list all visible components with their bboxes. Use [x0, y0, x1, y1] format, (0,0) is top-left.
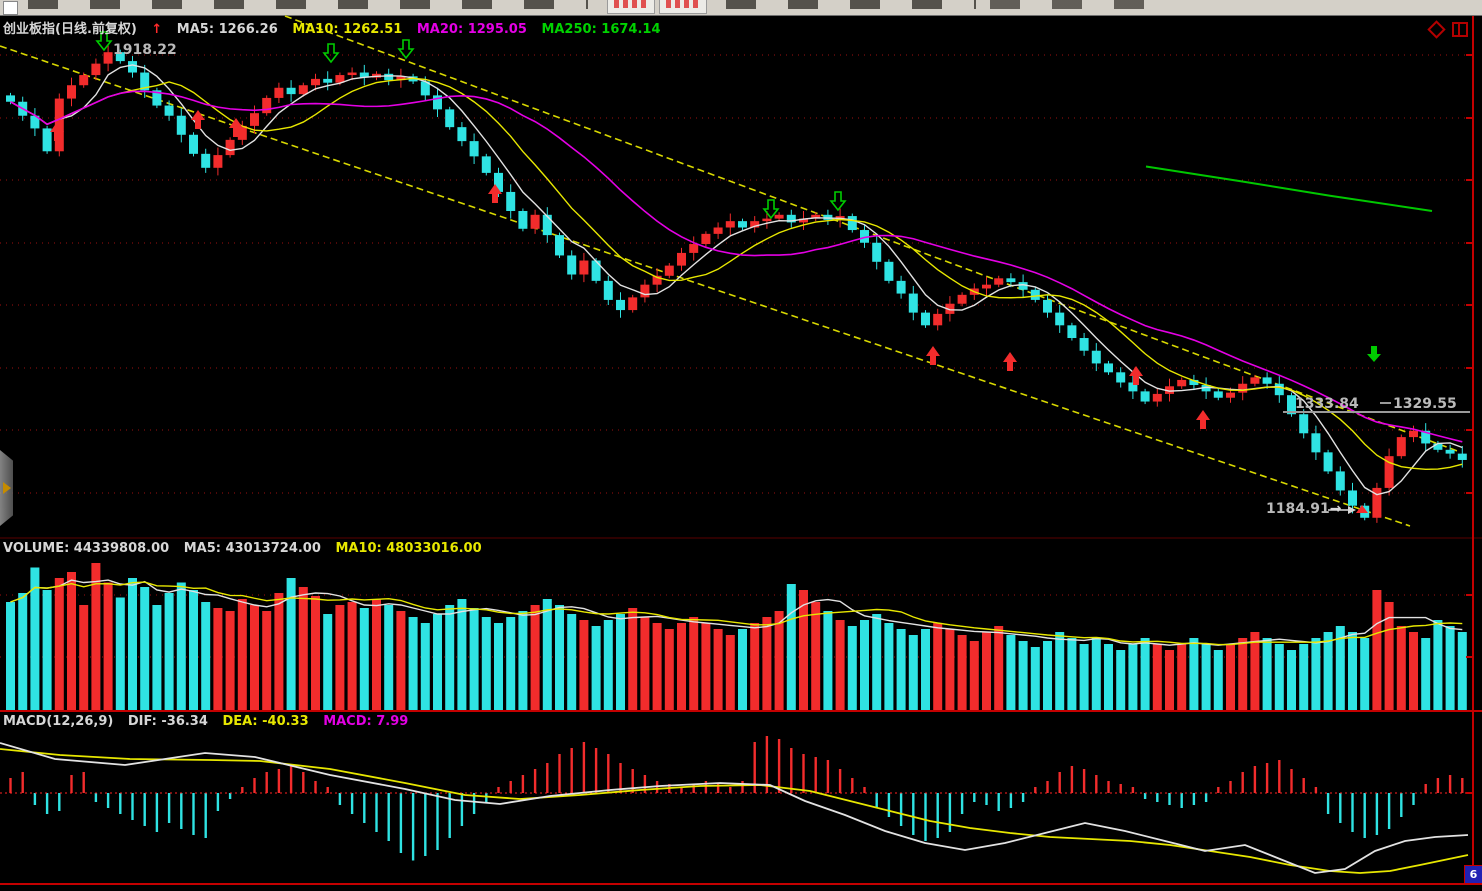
- volume-panel-header: VOLUME: 44339808.00 MA5: 43013724.00 MA1…: [3, 541, 492, 556]
- menu-items-clipped[interactable]: [28, 0, 588, 9]
- price-axis: [1466, 16, 1474, 884]
- diamond-icon[interactable]: [1427, 20, 1446, 39]
- expand-arrow-icon: [2, 482, 11, 494]
- toolbar-button-left[interactable]: [607, 0, 655, 14]
- volume-ma5-readout: MA5: 43013724.00: [183, 541, 321, 556]
- low-price-label: 1184.91→: [1266, 501, 1342, 517]
- ma20-readout: MA20: 1295.05: [416, 22, 527, 37]
- split-window-icon[interactable]: [1452, 22, 1468, 37]
- low-pointer-arrow: →: [1329, 501, 1342, 517]
- toolbar-button-right[interactable]: [659, 0, 707, 14]
- macd-readout: MACD: 7.99: [323, 714, 409, 729]
- red-text-clipped: [666, 0, 698, 8]
- ma250-readout: MA250: 1674.14: [541, 22, 661, 37]
- sidebar-expand-handle[interactable]: [0, 450, 13, 526]
- volume-ma10-readout: MA10: 48033016.00: [335, 541, 482, 556]
- ma10-readout: MA10: 1262.51: [292, 22, 403, 37]
- dea-readout: DEA: -40.33: [222, 714, 309, 729]
- peak-price-label: 1918.22: [113, 42, 177, 58]
- volume-panel[interactable]: [0, 563, 1482, 712]
- candlestick-panel[interactable]: [0, 15, 1482, 539]
- panel-corner-controls: [1427, 20, 1468, 39]
- red-text-clipped: [614, 0, 646, 8]
- macd-panel-header: MACD(12,26,9) DIF: -36.34 DEA: -40.33 MA…: [3, 714, 418, 729]
- candle-panel-header: 创业板指(日线.前复权) ↑ MA5: 1266.26 MA10: 1262.5…: [3, 18, 671, 37]
- top-menu-bar[interactable]: [0, 0, 1482, 16]
- menu-items-clipped[interactable]: [726, 0, 976, 9]
- macd-panel[interactable]: [0, 736, 1482, 885]
- instrument-title: 创业板指(日线.前复权): [3, 22, 137, 37]
- trend-up-arrow-icon: ↑: [151, 22, 163, 37]
- status-badge: 6: [1464, 865, 1482, 884]
- ma5-readout: MA5: 1266.26: [176, 22, 278, 37]
- menu-items-clipped[interactable]: [990, 0, 1165, 9]
- dif-readout: DIF: -36.34: [127, 714, 208, 729]
- document-icon[interactable]: [3, 1, 18, 15]
- level-price-label-left: 1333.84: [1295, 396, 1359, 412]
- macd-name: MACD(12,26,9): [3, 714, 114, 729]
- level-price-label-right: 1329.55: [1393, 396, 1457, 412]
- volume-readout: VOLUME: 44339808.00: [3, 541, 170, 556]
